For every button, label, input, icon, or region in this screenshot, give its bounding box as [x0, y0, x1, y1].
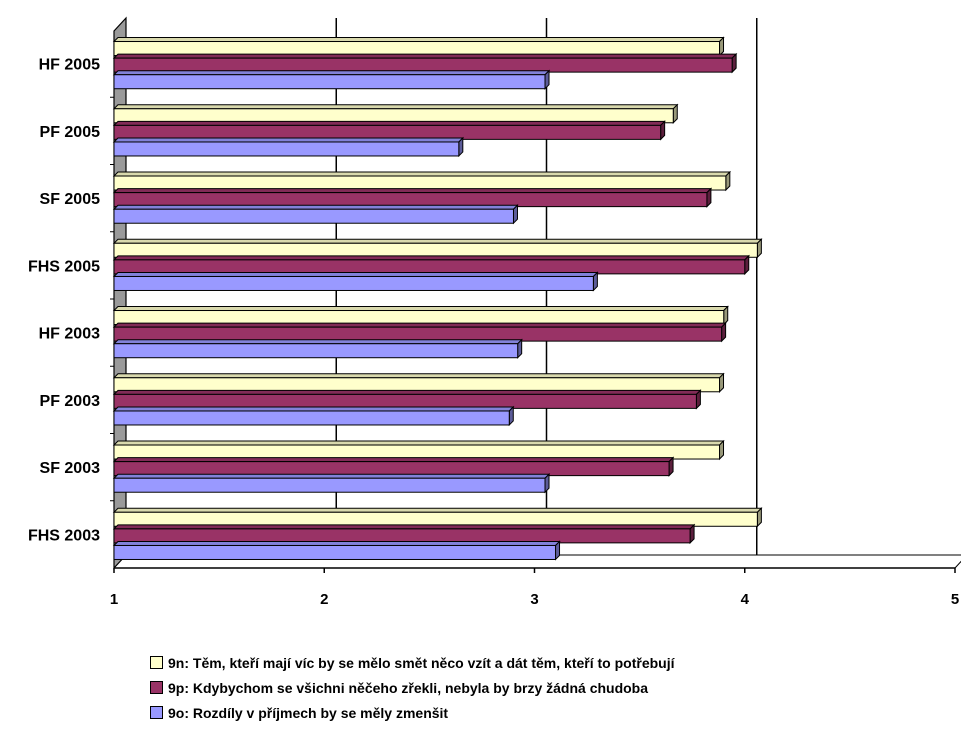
bar-end — [555, 540, 561, 561]
bar-end — [719, 36, 725, 57]
bar-top — [112, 507, 763, 513]
bar-end — [725, 170, 731, 192]
x-tick-label: 5 — [951, 591, 959, 608]
x-tick-label: 3 — [530, 591, 538, 608]
legend-label-9o: 9o: Rozdíly v příjmech by se měly zmenši… — [168, 704, 449, 721]
bar-chart: 1 2 3 4 5 HF 2005 PF 2005 SF 2005 FHS 2005 HF 200… — [28, 16, 961, 608]
bar — [113, 259, 746, 275]
bar — [113, 192, 708, 208]
y-tick-label: PF 2005 — [40, 124, 101, 141]
bar-end — [544, 69, 550, 90]
bar — [113, 175, 727, 191]
legend-swatch-9o — [150, 706, 163, 719]
chart-area: 1 2 3 4 5 HF 2005 PF 2005 SF 2005 FHS 2005 HF 200… — [28, 16, 961, 608]
bar — [113, 444, 721, 460]
legend-item-9o: 9o: Rozdíly v příjmech by se měly zmenši… — [150, 700, 674, 725]
bar-end — [517, 338, 523, 359]
bar-end — [512, 204, 518, 225]
bar-top — [112, 238, 763, 244]
bar-end — [721, 321, 727, 343]
y-tick-label: HF 2003 — [39, 326, 100, 343]
bar-end — [689, 523, 695, 545]
bar-end — [719, 372, 725, 393]
bar-top — [112, 271, 599, 277]
bar-top — [112, 322, 727, 328]
bar-top — [112, 188, 713, 194]
bar — [113, 326, 723, 342]
y-tick-label: HF 2005 — [39, 57, 100, 74]
bar — [113, 57, 733, 73]
bar-end — [744, 254, 750, 276]
bar-top — [112, 473, 551, 479]
legend-item-9p: 9p: Kdybychom se všichni něčeho zřekli, … — [150, 675, 674, 700]
bar-end — [668, 456, 674, 477]
bar-top — [112, 457, 675, 463]
bar-top — [112, 406, 515, 412]
bar-top — [112, 37, 725, 43]
bar-top — [112, 137, 465, 143]
bar — [113, 208, 514, 224]
bar — [113, 124, 662, 140]
bar-end — [508, 405, 514, 427]
bar — [113, 511, 758, 527]
bar-top — [112, 339, 523, 345]
bar-top — [112, 171, 732, 177]
x-tick-label: 4 — [741, 591, 750, 608]
bar-end — [660, 120, 666, 141]
bar-top — [112, 53, 738, 59]
bar-end — [672, 103, 678, 124]
floor-right-edge — [954, 560, 961, 569]
bar — [113, 41, 721, 57]
bar-end — [706, 187, 712, 208]
bar-top — [112, 373, 725, 379]
bar-top — [112, 389, 702, 395]
bar — [113, 528, 691, 544]
legend-label-9p: 9p: Kdybychom se všichni něčeho zřekli, … — [168, 679, 649, 696]
bar-end — [723, 305, 729, 326]
bar-top — [112, 255, 750, 261]
bar-top — [112, 204, 519, 210]
bar-end — [544, 473, 550, 494]
bar-top — [112, 524, 696, 530]
x-tick-label: 1 — [110, 591, 118, 608]
bar-end — [719, 439, 725, 461]
bar-top — [112, 540, 561, 546]
bar-end — [592, 271, 598, 292]
bar — [113, 74, 546, 90]
bar — [113, 108, 674, 124]
bar — [113, 393, 697, 409]
legend-swatch-9p — [150, 681, 163, 694]
bar-end — [756, 507, 762, 528]
y-tick-label: PF 2003 — [40, 393, 101, 410]
bar — [113, 141, 460, 157]
y-tick-label: FHS 2003 — [28, 527, 100, 544]
bar-top — [112, 120, 666, 126]
bar-end — [731, 52, 737, 74]
legend-swatch-9n — [150, 656, 163, 669]
bar-end — [458, 136, 464, 158]
bar-top — [112, 70, 551, 76]
bar-top — [112, 306, 729, 312]
bar — [113, 310, 725, 326]
bar — [113, 242, 758, 258]
y-tick-label: FHS 2005 — [28, 258, 100, 275]
y-tick-label: SF 2005 — [40, 191, 101, 208]
bar-end — [756, 238, 762, 259]
legend: 9n: Těm, kteří mají víc by se mělo smět … — [150, 650, 674, 725]
bar-top — [112, 104, 679, 110]
bar — [113, 477, 546, 493]
bar — [113, 377, 721, 393]
y-tick-label: SF 2003 — [40, 460, 101, 477]
bar — [113, 461, 670, 477]
x-tick-label: 2 — [320, 591, 328, 608]
bar — [113, 410, 510, 426]
bar — [113, 544, 557, 560]
bar — [113, 275, 594, 291]
bar-end — [695, 389, 701, 410]
bar-top — [112, 440, 725, 446]
bar — [113, 343, 519, 359]
legend-label-9n: 9n: Těm, kteří mají víc by se mělo smět … — [168, 654, 675, 671]
legend-item-9n: 9n: Těm, kteří mají víc by se mělo smět … — [150, 650, 674, 675]
